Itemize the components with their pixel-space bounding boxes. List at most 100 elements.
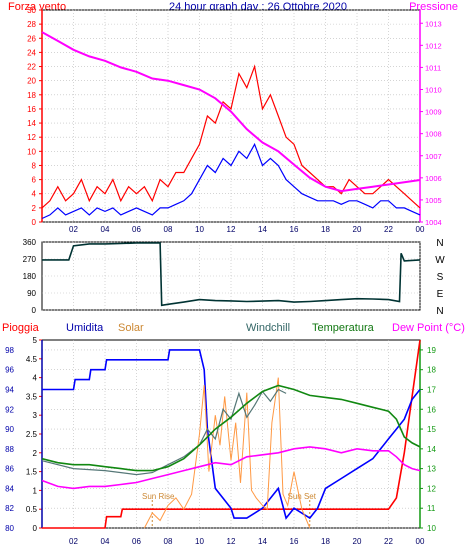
- y-tick-label: 270: [23, 255, 37, 264]
- y-mid-tick-label: 0.5: [26, 505, 38, 514]
- x-tick-label: 10: [195, 537, 204, 546]
- y-mid-tick-label: 1.5: [26, 468, 38, 477]
- y-right-tick-label: 1010: [425, 86, 442, 95]
- weather-panel: 02 04 06 08 10 12 14 16 18 20 22 008082848688909294…: [5, 336, 436, 546]
- y-right-tick-label: 1007: [425, 152, 442, 161]
- y-left-tick-label: 86: [5, 465, 14, 474]
- legend-temperature: Temperatura: [312, 322, 375, 334]
- x-tick-label: 08: [164, 225, 173, 234]
- y-right-tick-label: 10: [427, 524, 436, 533]
- y-right-tick-label: 1008: [425, 130, 442, 139]
- y-right-tick-label: 1013: [425, 19, 442, 28]
- sunset-label: Sun Set: [288, 492, 317, 501]
- y-left-tick-label: 26: [27, 34, 36, 43]
- y-left-tick-label: 80: [5, 524, 14, 533]
- y-left-tick-label: 4: [32, 190, 37, 199]
- x-tick-label: 06: [132, 225, 141, 234]
- y-left-tick-label: 22: [27, 63, 36, 72]
- y-left-tick-label: 90: [5, 425, 14, 434]
- legend-rain: Pioggia: [2, 322, 40, 334]
- y-right-tick-label: 11: [427, 504, 436, 513]
- y-mid-tick-label: 3.5: [26, 392, 38, 401]
- series-pressure-line: [41, 31, 421, 193]
- y-left-tick-label: 8: [32, 161, 37, 170]
- x-tick-label: 14: [258, 537, 267, 546]
- y-mid-tick-label: 0: [33, 524, 38, 533]
- x-tick-label: 04: [101, 537, 110, 546]
- x-tick-label: 16: [290, 225, 299, 234]
- legend-dew-point: Dew Point (°C): [392, 322, 465, 334]
- x-tick-label: 14: [258, 225, 267, 234]
- sunrise-label: Sun Rise: [142, 492, 175, 501]
- x-tick-label: 20: [353, 537, 362, 546]
- series-wind-line: [41, 142, 421, 220]
- series-solar-line: [143, 377, 311, 529]
- x-tick-label: 08: [164, 537, 173, 546]
- pressure-label: Pressione: [409, 1, 458, 13]
- y-left-tick-label: 88: [5, 445, 14, 454]
- y-right-tick-label: 1011: [425, 63, 441, 72]
- x-tick-label: 12: [227, 225, 236, 234]
- x-tick-label: 00: [416, 537, 425, 546]
- compass-label: S: [437, 272, 444, 283]
- series-dewpoint-line: [41, 446, 421, 490]
- y-mid-tick-label: 4: [33, 374, 38, 383]
- y-left-tick-label: 18: [27, 91, 36, 100]
- x-tick-label: 16: [290, 537, 299, 546]
- legend-windchill: Windchill: [246, 322, 290, 334]
- x-tick-label: 02: [69, 225, 78, 234]
- y-left-tick-label: 28: [27, 20, 36, 29]
- y-left-tick-label: 12: [27, 133, 36, 142]
- wind-pressure-panel: 02 04 06 08 10 12 14 16 18 20 22 000246810121416182…: [27, 6, 442, 234]
- compass-label: N: [436, 238, 443, 249]
- y-mid-tick-label: 5: [33, 336, 38, 345]
- y-left-tick-label: 30: [27, 6, 36, 15]
- y-right-tick-label: 1004: [425, 218, 442, 227]
- y-mid-tick-label: 2.5: [26, 430, 38, 439]
- x-tick-label: 20: [353, 225, 362, 234]
- y-left-tick-label: 98: [5, 346, 14, 355]
- y-right-tick-label: 16: [427, 405, 436, 414]
- y-right-tick-label: 1005: [425, 196, 442, 205]
- y-right-tick-label: 15: [427, 425, 436, 434]
- y-left-tick-label: 14: [27, 119, 36, 128]
- x-tick-label: 18: [321, 225, 330, 234]
- y-tick-label: 360: [23, 238, 37, 247]
- y-left-tick-label: 10: [27, 147, 36, 156]
- y-left-tick-label: 24: [27, 48, 36, 57]
- y-right-tick-label: 1012: [425, 41, 442, 50]
- x-tick-label: 22: [384, 537, 393, 546]
- x-tick-label: 02: [69, 537, 78, 546]
- y-left-tick-label: 92: [5, 405, 14, 414]
- y-right-tick-label: 1006: [425, 174, 442, 183]
- x-tick-label: 22: [384, 225, 393, 234]
- y-left-tick-label: 96: [5, 366, 14, 375]
- x-tick-label: 00: [416, 225, 425, 234]
- y-right-tick-label: 13: [427, 465, 436, 474]
- compass-label: N: [436, 306, 443, 317]
- x-tick-label: 10: [195, 225, 204, 234]
- legend-humidity: Umidita: [66, 322, 104, 334]
- y-tick-label: 180: [23, 272, 37, 281]
- y-mid-tick-label: 2: [33, 449, 38, 458]
- y-left-tick-label: 94: [5, 385, 14, 394]
- y-mid-tick-label: 4.5: [26, 355, 38, 364]
- x-tick-label: 18: [321, 537, 330, 546]
- y-left-tick-label: 82: [5, 504, 14, 513]
- y-left-tick-label: 2: [32, 204, 37, 213]
- y-left-tick-label: 0: [32, 218, 37, 227]
- y-left-tick-label: 16: [27, 105, 36, 114]
- y-left-tick-label: 84: [5, 484, 14, 493]
- series-humidity-line: [42, 349, 421, 520]
- compass-label: W: [435, 255, 445, 266]
- x-tick-label: 04: [101, 225, 110, 234]
- y-tick-label: 0: [32, 306, 37, 315]
- x-tick-label: 06: [132, 537, 141, 546]
- y-tick-label: 90: [27, 289, 36, 298]
- y-mid-tick-label: 3: [33, 411, 38, 420]
- series-rain-line: [42, 339, 421, 529]
- y-right-tick-label: 14: [427, 445, 436, 454]
